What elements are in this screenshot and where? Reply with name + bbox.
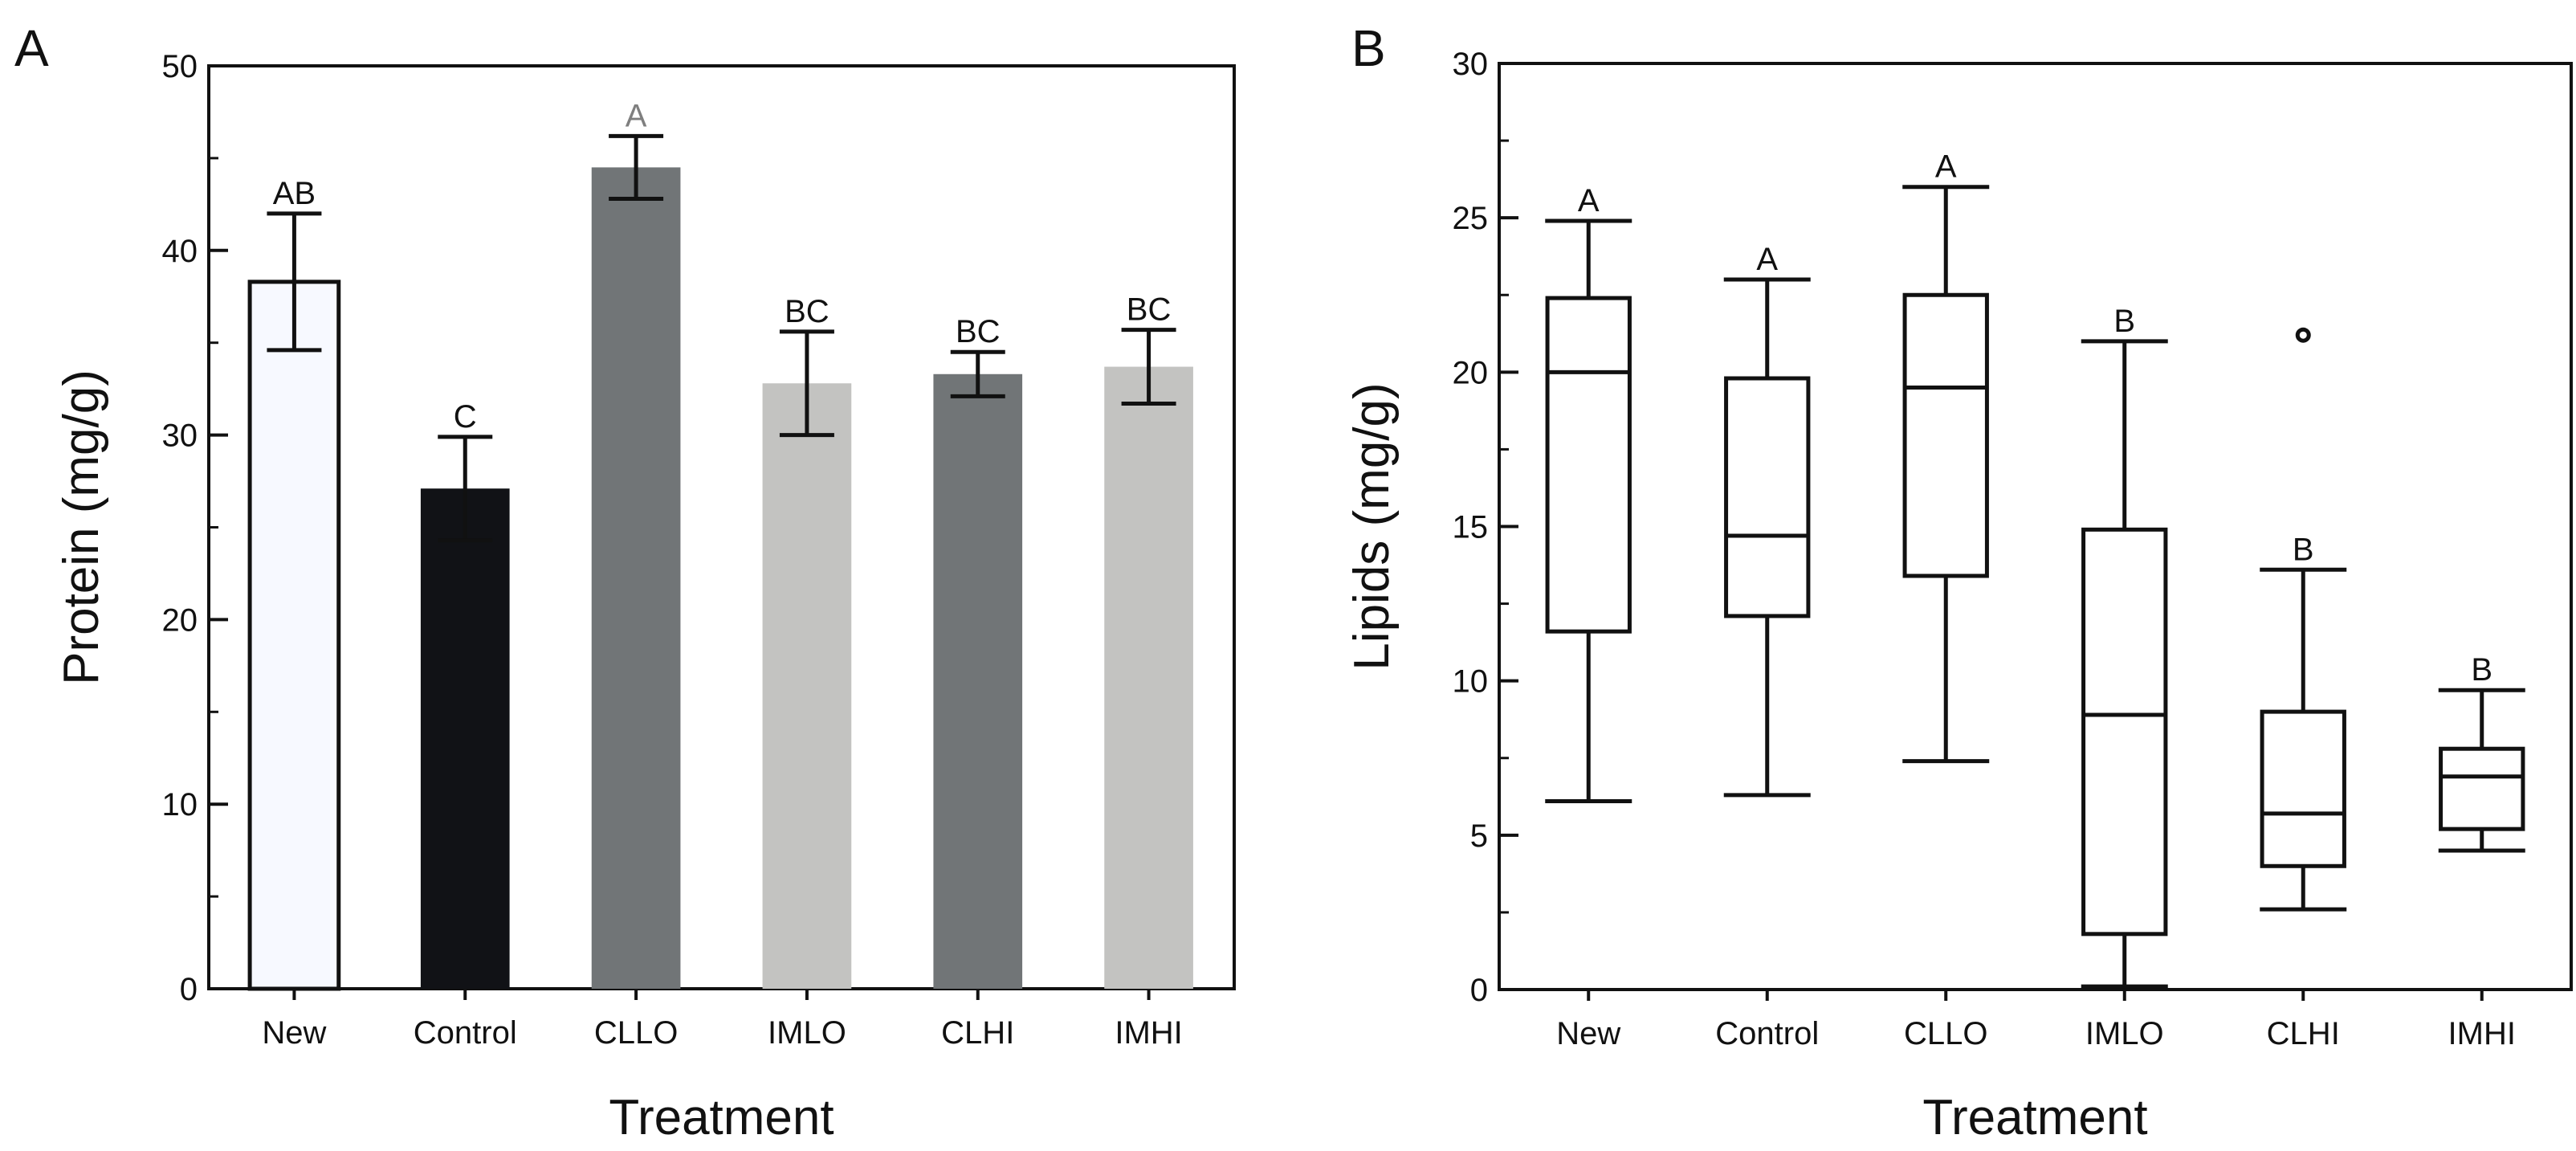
y-tick-label: 20: [1453, 355, 1489, 390]
bar: [1104, 366, 1193, 990]
box-iqr: [1902, 292, 1989, 578]
y-tick-label: 0: [1470, 973, 1488, 1008]
box-iqr: [2081, 527, 2168, 937]
protein-bar-chart: 0 10 20 30 40 50 New Control CLLO IMLO CLHI IMHI Tre…: [54, 49, 1236, 1145]
x-tick-label: IMHI: [2448, 1016, 2516, 1051]
y-tick-label: 10: [1453, 664, 1489, 700]
box-iqr: [1545, 296, 1632, 634]
significance-label: A: [1578, 183, 1600, 218]
lipids-box-plot: 0 5 10 15 20 25 30 New Control CLLO IMLO CLHI IMHI Tr…: [1344, 47, 2573, 1145]
bar: [933, 373, 1023, 989]
bar: [420, 488, 510, 989]
x-tick-label: New: [262, 1015, 326, 1051]
x-tick-label: IMHI: [1115, 1015, 1182, 1051]
significance-label: B: [2113, 304, 2135, 339]
bar: [247, 280, 341, 991]
x-tick-label: New: [1556, 1016, 1620, 1051]
x-tick-label: CLLO: [1904, 1016, 1988, 1051]
plot-frame: [1498, 62, 2573, 991]
x-tick-label: CLLO: [594, 1015, 679, 1051]
y-tick-label: 5: [1470, 818, 1488, 854]
x-tick-label: IMLO: [768, 1015, 846, 1051]
x-tick-label: Control: [1715, 1016, 1819, 1051]
x-tick-label: Control: [414, 1015, 517, 1051]
y-tick-label: 30: [1453, 47, 1489, 82]
panel-label-b: B: [1351, 19, 1386, 77]
box-iqr: [1724, 376, 1811, 618]
significance-label: A: [626, 98, 647, 133]
y-axis-title: Lipids (mg/g): [1344, 382, 1400, 670]
bar: [591, 167, 681, 989]
significance-label: A: [1756, 242, 1778, 277]
y-tick-label: 30: [162, 418, 198, 454]
y-tick-label: 25: [1453, 201, 1489, 236]
significance-label: B: [2471, 652, 2492, 688]
x-tick-label: CLHI: [2267, 1016, 2340, 1051]
significance-label: BC: [1127, 292, 1172, 328]
significance-label: A: [1935, 149, 1957, 185]
outlier-point: [2295, 327, 2311, 343]
x-axis-title: Treatment: [609, 1090, 834, 1145]
y-tick-label: 0: [180, 972, 198, 1007]
significance-label: B: [2293, 532, 2314, 567]
x-tick-label: CLHI: [941, 1015, 1014, 1051]
significance-label: BC: [785, 294, 829, 329]
significance-label: BC: [956, 314, 1001, 349]
y-axis-title: Protein (mg/g): [54, 369, 109, 685]
significance-label: C: [454, 399, 477, 435]
x-tick-label: IMLO: [2085, 1016, 2164, 1051]
plot-frame: [207, 64, 1236, 990]
bar: [762, 383, 852, 990]
y-tick-label: 10: [162, 787, 198, 822]
x-axis-title: Treatment: [1922, 1090, 2147, 1145]
y-tick-label: 20: [162, 602, 198, 638]
box-iqr: [2260, 709, 2346, 868]
significance-label: AB: [273, 176, 316, 211]
box-iqr: [2439, 746, 2525, 831]
y-tick-label: 15: [1453, 510, 1489, 545]
y-tick-label: 50: [162, 49, 198, 84]
y-tick-label: 40: [162, 234, 198, 269]
panel-label-a: A: [14, 19, 49, 77]
